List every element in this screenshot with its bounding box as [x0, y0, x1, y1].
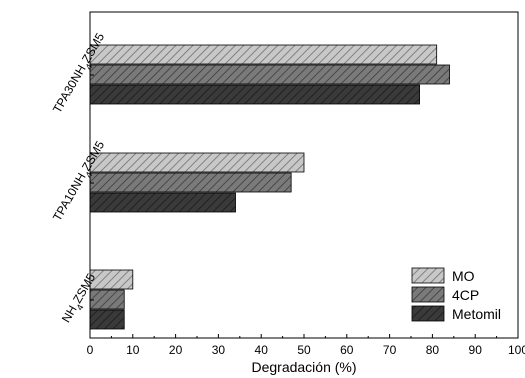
bars-layer: [89, 44, 450, 330]
x-tick-label: 50: [297, 343, 311, 357]
legend-swatch-mo: [411, 267, 445, 284]
x-tick-label: 10: [126, 343, 140, 357]
bar-4cp-tpa10nh4zsm5: [89, 172, 292, 193]
bar-mo-tpa30nh4zsm5: [89, 44, 438, 65]
x-tick-label: 70: [383, 343, 397, 357]
legend-swatch-4cp: [411, 286, 445, 303]
legend-label-mo: MO: [452, 268, 475, 284]
bar-metomil-tpa30nh4zsm5: [89, 84, 420, 105]
legend: MO 4CP Metomil: [411, 267, 501, 322]
x-tick-label: 60: [340, 343, 354, 357]
x-tick-label: 90: [469, 343, 483, 357]
x-axis-ticks: 0 10 20 30 40 50 60 70 80 90 100: [87, 334, 525, 357]
x-tick-label: 30: [212, 343, 226, 357]
bar-4cp-nh4zsm5: [89, 289, 125, 310]
bar-mo-tpa10nh4zsm5: [89, 152, 305, 173]
x-tick-label: 40: [255, 343, 269, 357]
bar-4cp-tpa30nh4zsm5: [89, 64, 450, 85]
x-tick-label: 20: [169, 343, 183, 357]
x-tick-label: 80: [426, 343, 440, 357]
x-tick-label: 0: [87, 343, 94, 357]
x-tick-label: 100: [508, 343, 525, 357]
legend-label-metomil: Metomil: [452, 306, 501, 322]
legend-label-4cp: 4CP: [452, 287, 479, 303]
bar-metomil-nh4zsm5: [89, 309, 125, 330]
bar-metomil-tpa10nh4zsm5: [89, 192, 236, 213]
legend-swatch-metomil: [411, 305, 445, 322]
x-axis-label: Degradación (%): [251, 359, 356, 375]
